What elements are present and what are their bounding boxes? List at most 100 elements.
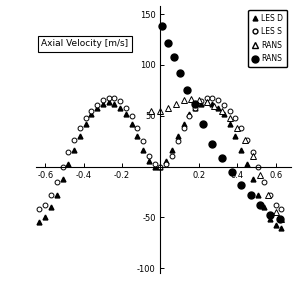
RANS <box>178 71 181 75</box>
LES S <box>67 151 70 154</box>
RANS <box>251 154 255 158</box>
RANS <box>205 101 208 104</box>
LES S <box>268 193 272 197</box>
LES S <box>176 139 179 143</box>
RANS <box>230 170 233 173</box>
LES D <box>90 112 93 116</box>
RANS <box>172 55 176 59</box>
RANS <box>280 218 283 221</box>
LES S <box>257 165 260 168</box>
LES S <box>113 97 116 100</box>
LES S <box>136 126 139 130</box>
LES S <box>101 99 105 102</box>
RANS <box>259 203 262 207</box>
LES S <box>216 99 220 102</box>
LES S <box>124 106 128 109</box>
RANS <box>166 106 170 109</box>
LES D <box>262 206 266 209</box>
LES D <box>159 165 162 168</box>
LES D <box>245 163 249 166</box>
LES S <box>147 154 151 158</box>
LES D <box>136 134 139 138</box>
LES D <box>55 193 59 197</box>
LES S <box>130 114 133 118</box>
RANS <box>259 173 262 176</box>
RANS <box>220 109 224 112</box>
LES S <box>38 207 41 211</box>
LES D <box>49 206 53 209</box>
LES S <box>119 100 122 103</box>
RANS <box>174 102 178 105</box>
RANS <box>249 193 252 197</box>
LES S <box>187 114 191 118</box>
LES S <box>55 180 59 184</box>
LES S <box>205 97 208 100</box>
LES D <box>205 101 208 104</box>
LES D <box>119 106 122 109</box>
LES D <box>61 177 64 181</box>
LES D <box>72 148 76 152</box>
LES S <box>170 154 174 158</box>
RANS <box>239 183 243 187</box>
RANS <box>274 211 277 214</box>
Text: Axial Velocity [m/s]: Axial Velocity [m/s] <box>41 40 129 48</box>
LES S <box>233 116 237 119</box>
RANS <box>149 109 153 112</box>
LES D <box>38 221 41 224</box>
LES S <box>182 126 185 130</box>
LES D <box>199 102 203 105</box>
LES S <box>107 97 110 100</box>
RANS <box>243 138 247 142</box>
LES D <box>176 134 179 138</box>
LES S <box>78 126 82 130</box>
LES D <box>280 226 283 229</box>
LES S <box>193 106 197 109</box>
LES D <box>113 102 116 105</box>
LES S <box>239 126 243 130</box>
RANS <box>186 89 189 92</box>
LES S <box>245 138 249 142</box>
LES D <box>84 122 87 126</box>
LES D <box>251 177 255 181</box>
RANS <box>161 24 164 28</box>
LES S <box>222 103 226 106</box>
LES S <box>61 165 64 168</box>
LES D <box>187 112 191 116</box>
LES D <box>141 148 145 152</box>
RANS <box>220 157 224 160</box>
LES S <box>49 193 53 197</box>
RANS <box>278 218 281 221</box>
LES D <box>78 134 82 138</box>
RANS <box>159 109 162 112</box>
RANS <box>228 116 231 119</box>
LES S <box>228 109 231 112</box>
RANS <box>268 214 272 217</box>
RANS <box>193 102 197 105</box>
LES D <box>130 122 133 126</box>
LES D <box>43 216 47 219</box>
RANS <box>182 99 185 102</box>
Line: LES S: LES S <box>37 96 284 212</box>
LES D <box>153 165 157 168</box>
LES D <box>257 193 260 197</box>
LES D <box>228 122 231 126</box>
LES S <box>280 207 283 211</box>
LES D <box>193 106 197 109</box>
Legend: LES D, LES S, RANS, RANS: LES D, LES S, RANS, RANS <box>248 10 287 67</box>
LES D <box>216 106 220 109</box>
RANS <box>212 104 216 107</box>
LES S <box>251 151 255 154</box>
LES S <box>141 139 145 143</box>
LES S <box>90 109 93 112</box>
RANS <box>211 142 214 146</box>
LES S <box>165 163 168 166</box>
LES S <box>274 203 277 207</box>
LES S <box>43 203 47 207</box>
LES D <box>101 102 105 105</box>
LES D <box>95 106 99 109</box>
RANS <box>197 99 201 102</box>
LES D <box>124 112 128 116</box>
Line: RANS: RANS <box>159 23 283 223</box>
LES D <box>170 148 174 152</box>
LES D <box>107 101 110 104</box>
